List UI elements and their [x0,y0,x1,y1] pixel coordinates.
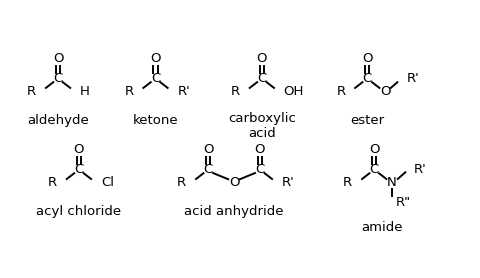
Text: C: C [257,72,266,85]
Text: O: O [380,85,390,98]
Text: C: C [53,72,63,85]
Text: C: C [74,163,84,176]
Text: O: O [257,52,267,65]
Text: H: H [80,85,90,98]
Text: R': R' [178,85,190,98]
Text: R": R" [396,196,411,209]
Text: R: R [27,85,36,98]
Text: O: O [150,52,161,65]
Text: OH: OH [284,85,304,98]
Text: aldehyde: aldehyde [27,114,89,127]
Text: R': R' [407,72,420,85]
Text: R: R [343,176,352,189]
Text: R: R [124,85,133,98]
Text: R: R [48,176,57,189]
Text: R: R [336,85,346,98]
Text: O: O [369,143,380,157]
Text: amide: amide [361,221,403,234]
Text: Cl: Cl [101,176,114,189]
Text: O: O [203,143,214,157]
Text: N: N [387,176,397,189]
Text: O: O [362,52,372,65]
Text: carboxylic
acid: carboxylic acid [228,112,296,140]
Text: ketone: ketone [132,114,178,127]
Text: R': R' [282,176,295,189]
Text: ester: ester [350,114,384,127]
Text: C: C [151,72,160,85]
Text: O: O [254,143,265,157]
Text: C: C [362,72,372,85]
Text: C: C [204,163,213,176]
Text: acyl chloride: acyl chloride [36,205,121,218]
Text: R: R [231,85,240,98]
Text: O: O [53,52,63,65]
Text: C: C [370,163,379,176]
Text: O: O [74,143,84,157]
Text: R': R' [414,163,427,176]
Text: R: R [177,176,186,189]
Text: O: O [229,176,240,189]
Text: C: C [255,163,264,176]
Text: acid anhydride: acid anhydride [184,205,284,218]
